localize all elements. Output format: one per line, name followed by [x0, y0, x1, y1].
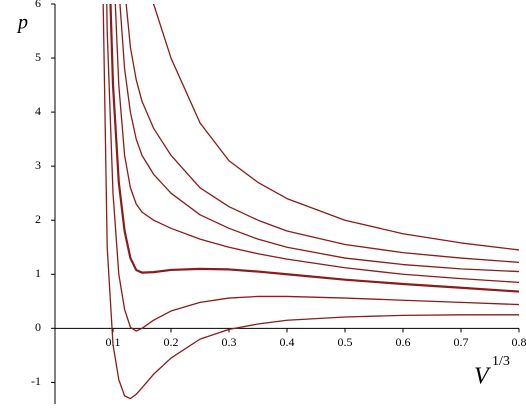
y-tick-label: 4 [35, 104, 41, 118]
curve [119, 4, 519, 273]
x-tick-label: 0.5 [338, 335, 353, 349]
curve [125, 4, 519, 264]
x-axis-label: V [474, 364, 491, 390]
x-tick-label: 0.8 [512, 335, 526, 349]
y-tick-label: 6 [35, 0, 41, 10]
y-tick-label: 2 [35, 212, 41, 226]
x-tick-label: 0.2 [164, 335, 179, 349]
x-tick-label: 0.6 [396, 335, 411, 349]
curve [114, 4, 519, 284]
x-tick-label: 0.7 [454, 335, 469, 349]
y-tick-label: 1 [35, 266, 41, 280]
y-tick-label: 5 [35, 50, 41, 64]
y-tick-label: -1 [31, 374, 41, 388]
x-tick-label: 0.3 [222, 335, 237, 349]
y-tick-label: 0 [35, 320, 41, 334]
curve [152, 4, 519, 251]
y-axis-label: p [16, 12, 28, 34]
x-axis-label-superscript: 1/3 [492, 354, 510, 369]
curve [106, 4, 519, 332]
x-tick-label: 0.4 [280, 335, 295, 349]
curve [109, 4, 519, 293]
curve [102, 4, 519, 400]
y-tick-label: 3 [35, 158, 41, 172]
